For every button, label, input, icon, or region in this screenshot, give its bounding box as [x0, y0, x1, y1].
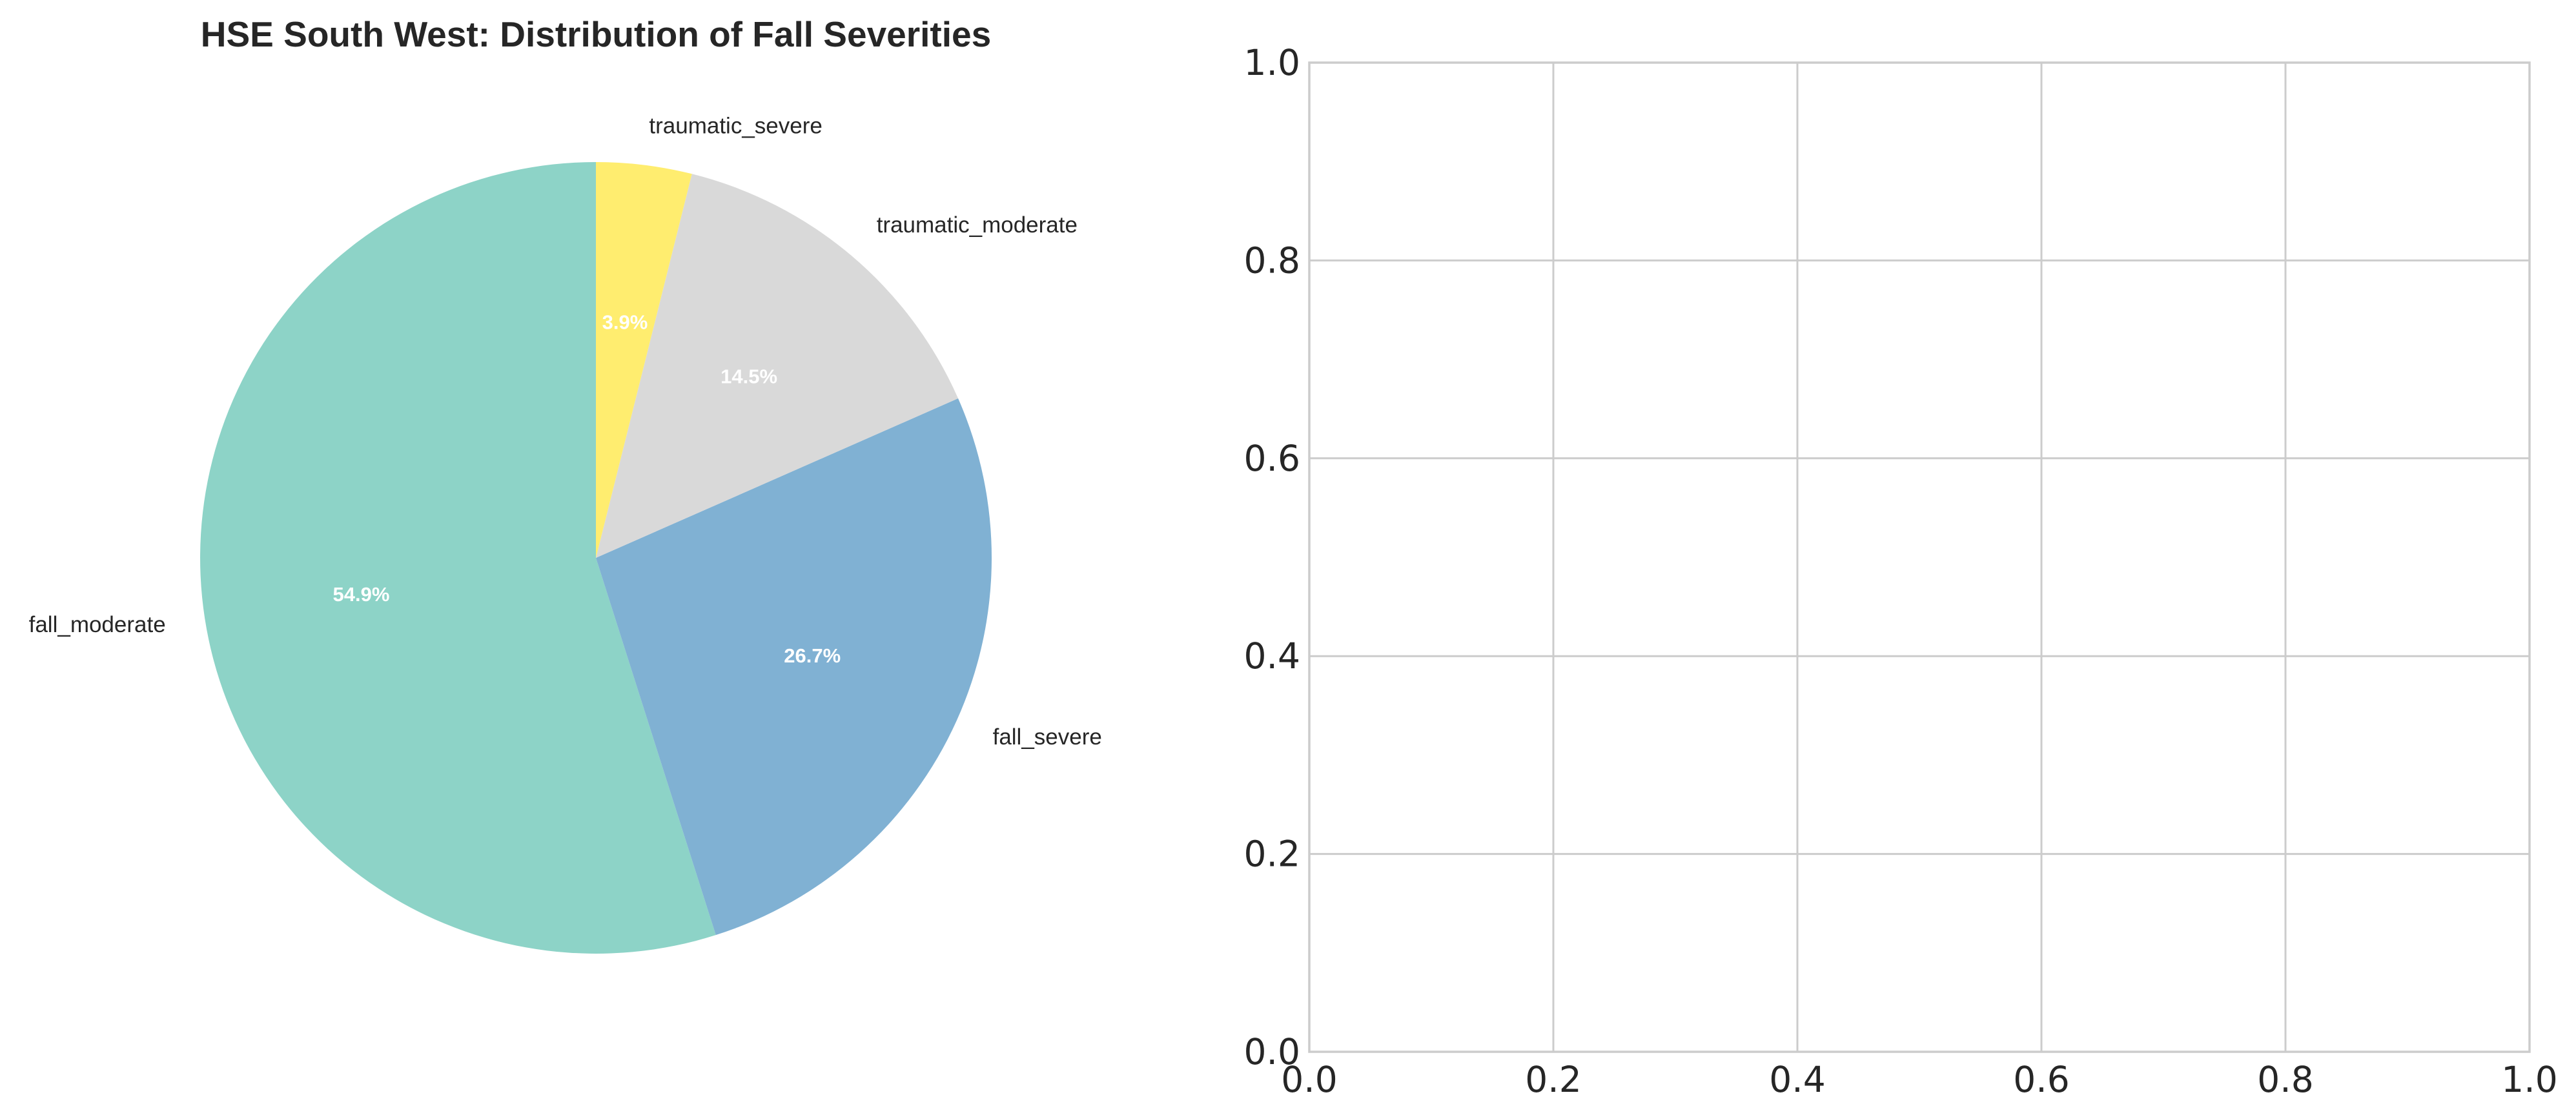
- y-tick-label: 1.0: [1244, 42, 1300, 83]
- pie-percent-label-fall-moderate: 54.9%: [333, 583, 390, 606]
- pie-category-label-traumatic-severe: traumatic_severe: [649, 113, 822, 138]
- x-tick-label: 0.2: [1525, 1059, 1581, 1100]
- y-tick-label: 0.6: [1244, 438, 1300, 479]
- pie-category-labels: fall_moderate fall_severe traumatic_modera…: [29, 113, 1102, 750]
- pie-percent-labels: 54.9% 26.7% 14.5% 3.9%: [333, 311, 841, 667]
- pie-slice-fall-severe: [596, 398, 992, 936]
- x-tick-labels: 0.0 0.2 0.4 0.6 0.8 1.0: [1281, 1059, 2557, 1100]
- y-tick-label: 0.2: [1244, 834, 1300, 875]
- y-tick-label: 0.0: [1244, 1031, 1300, 1072]
- x-tick-label: 0.8: [2257, 1059, 2313, 1100]
- pie-chart-panel: HSE South West: Distribution of Fall Sev…: [29, 14, 1102, 954]
- pie-slice-fall-moderate: [200, 162, 716, 954]
- x-tick-label: 0.0: [1281, 1059, 1337, 1100]
- x-tick-label: 0.6: [2013, 1059, 2069, 1100]
- x-tick-label: 1.0: [2501, 1059, 2557, 1100]
- pie-percent-label-fall-severe: 26.7%: [784, 644, 841, 667]
- pie-slice-traumatic-moderate: [596, 174, 959, 558]
- pie-slice-traumatic-severe: [596, 162, 692, 558]
- axes-frame: [1308, 61, 2531, 1053]
- y-tick-labels: 0.0 0.2 0.4 0.6 0.8 1.0: [1244, 42, 1300, 1072]
- pie-category-label-fall-moderate: fall_moderate: [29, 612, 166, 637]
- pie-percent-label-traumatic-severe: 3.9%: [602, 311, 648, 334]
- pie-category-label-fall-severe: fall_severe: [993, 724, 1102, 750]
- empty-axes-panel: 0.0 0.2 0.4 0.6 0.8 1.0 0.0 0.2 0.4 0.6 0.8 1.0: [1244, 42, 2558, 1100]
- grid-lines: [1308, 61, 2531, 1053]
- pie-category-label-traumatic-moderate: traumatic_moderate: [877, 212, 1078, 238]
- pie-slices: [200, 162, 992, 954]
- pie-percent-label-traumatic-moderate: 14.5%: [721, 365, 777, 387]
- x-tick-label: 0.4: [1769, 1059, 1825, 1100]
- y-tick-label: 0.4: [1244, 635, 1300, 677]
- y-tick-label: 0.8: [1244, 240, 1300, 281]
- pie-chart-title: HSE South West: Distribution of Fall Sev…: [201, 14, 991, 54]
